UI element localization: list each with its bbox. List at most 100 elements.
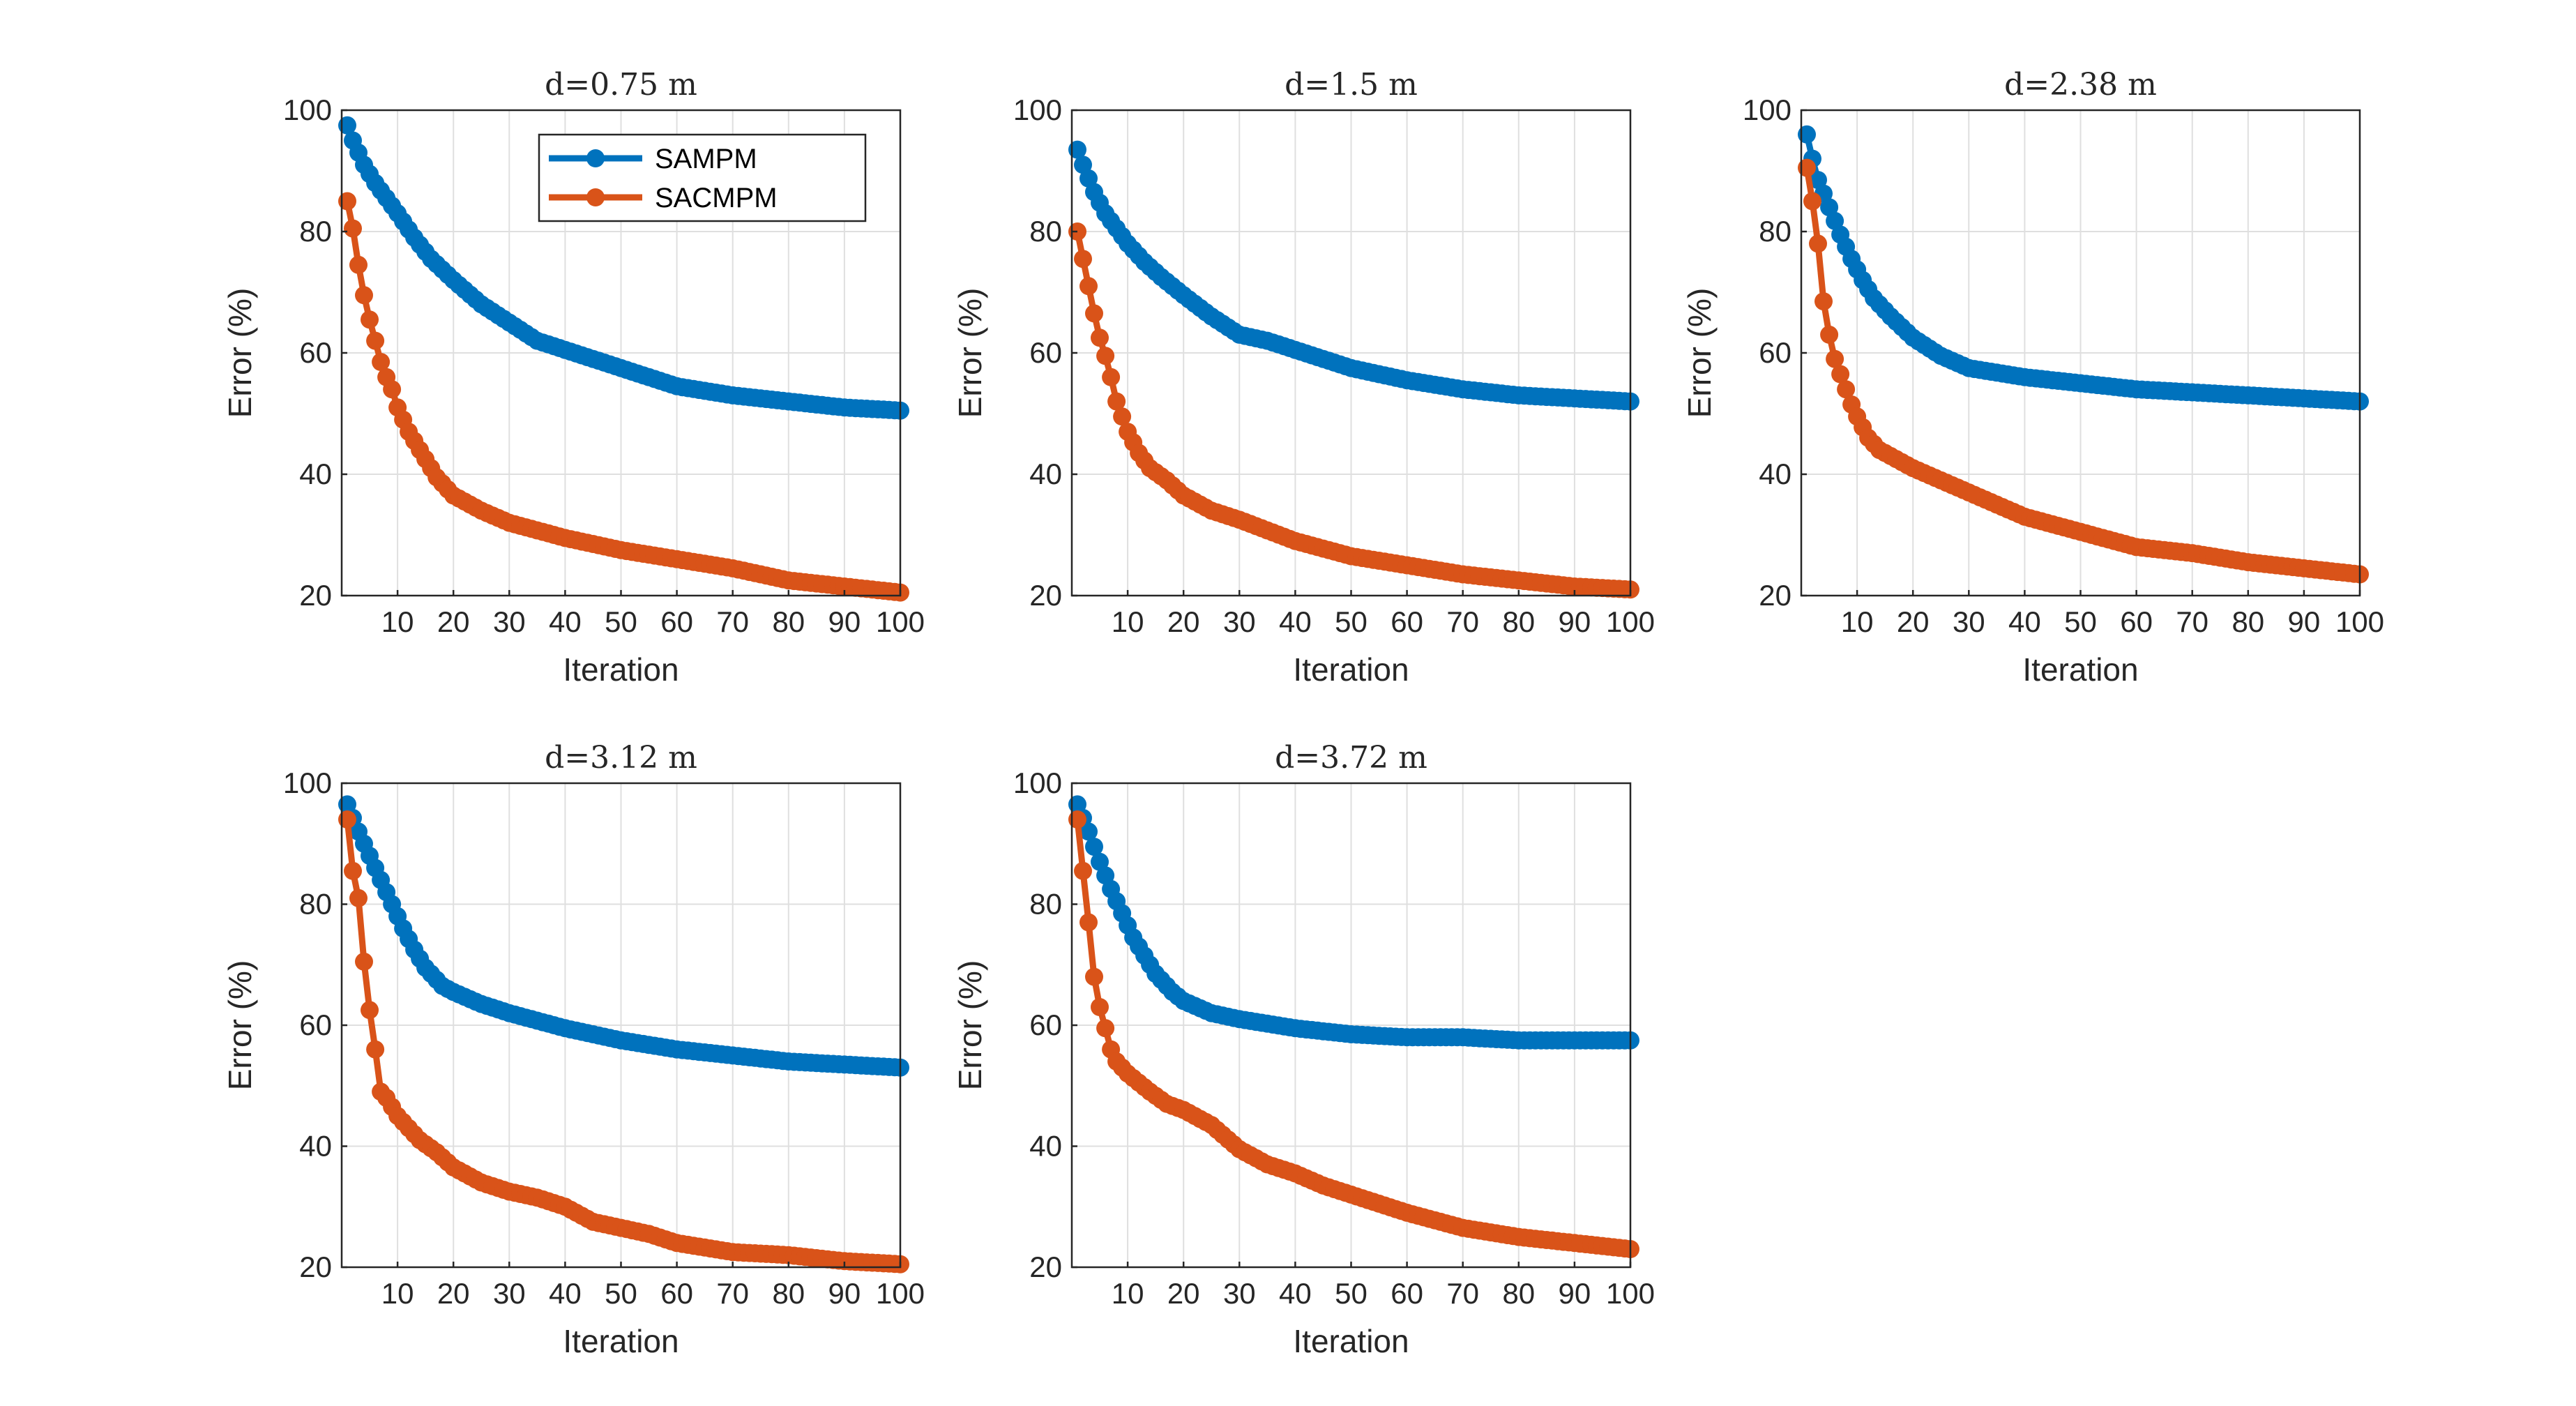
data-point-sacmpm — [1091, 328, 1109, 347]
x-tick-label: 30 — [493, 605, 526, 638]
x-tick-label: 60 — [1391, 1277, 1423, 1310]
y-tick-label: 40 — [299, 1130, 332, 1163]
data-point-sampm — [1079, 169, 1098, 188]
data-point-sacmpm — [1809, 234, 1827, 253]
y-tick-label: 80 — [1029, 888, 1062, 921]
x-tick-label: 10 — [381, 1277, 414, 1310]
x-tick-label: 60 — [660, 605, 693, 638]
x-tick-label: 40 — [1279, 1277, 1312, 1310]
x-tick-label: 60 — [1391, 605, 1423, 638]
y-tick-label: 40 — [1759, 458, 1791, 490]
subplot-title: d=0.75 m — [545, 67, 697, 103]
x-tick-label: 20 — [1167, 1277, 1200, 1310]
data-point-sacmpm — [1798, 158, 1816, 177]
x-tick-label: 50 — [605, 1277, 637, 1310]
x-tick-label: 50 — [1335, 1277, 1367, 1310]
data-point-sacmpm — [1091, 998, 1109, 1016]
y-tick-label: 60 — [1759, 336, 1791, 369]
x-tick-label: 40 — [549, 605, 582, 638]
data-point-sacmpm — [1837, 380, 1856, 399]
data-point-sacmpm — [372, 353, 391, 371]
x-tick-label: 80 — [1502, 1277, 1535, 1310]
x-tick-label: 40 — [549, 1277, 582, 1310]
x-tick-label: 30 — [1953, 605, 1985, 638]
legend-swatch-marker — [586, 188, 605, 206]
x-tick-label: 70 — [1446, 1277, 1479, 1310]
x-tick-label: 10 — [1841, 605, 1874, 638]
x-tick-label: 80 — [772, 1277, 805, 1310]
x-tick-label: 20 — [1167, 605, 1200, 638]
y-axis-label: Error (%) — [952, 288, 988, 418]
x-axis-label: Iteration — [1293, 651, 1409, 688]
data-point-sampm — [338, 795, 356, 814]
x-tick-label: 50 — [2064, 605, 2097, 638]
data-point-sacmpm — [1102, 368, 1121, 386]
y-tick-label: 60 — [1029, 336, 1062, 369]
y-tick-label: 40 — [1029, 1130, 1062, 1163]
data-point-sacmpm — [1113, 407, 1132, 426]
data-point-sampm — [1809, 171, 1827, 190]
data-point-sampm — [1079, 822, 1098, 841]
y-tick-label: 100 — [1013, 93, 1062, 126]
x-tick-label: 100 — [1606, 605, 1655, 638]
x-tick-label: 50 — [605, 605, 637, 638]
y-tick-label: 80 — [1029, 215, 1062, 248]
data-point-sacmpm — [1074, 861, 1092, 880]
x-tick-label: 20 — [437, 1277, 470, 1310]
data-point-sacmpm — [1085, 304, 1103, 323]
data-point-sacmpm — [1803, 192, 1821, 211]
x-tick-label: 90 — [1559, 605, 1591, 638]
x-tick-label: 70 — [716, 605, 749, 638]
x-tick-label: 70 — [2176, 605, 2208, 638]
y-tick-label: 20 — [1759, 579, 1791, 612]
data-point-sacmpm — [349, 889, 368, 907]
x-tick-label: 40 — [1279, 605, 1312, 638]
x-tick-label: 20 — [437, 605, 470, 638]
x-tick-label: 30 — [1223, 605, 1256, 638]
subplot-title: d=1.5 m — [1285, 67, 1418, 103]
y-axis-label: Error (%) — [1681, 288, 1718, 418]
y-tick-label: 80 — [299, 888, 332, 921]
data-point-sampm — [1068, 140, 1086, 159]
x-axis-label: Iteration — [1293, 1323, 1409, 1359]
x-tick-label: 100 — [1606, 1277, 1655, 1310]
data-point-sacmpm — [349, 255, 368, 274]
y-axis-label: Error (%) — [222, 288, 258, 418]
legend: SAMPM SACMPM — [538, 133, 867, 222]
data-point-sacmpm — [366, 1040, 385, 1059]
x-axis-label: Iteration — [2022, 651, 2138, 688]
data-point-sacmpm — [344, 861, 362, 880]
data-point-sampm — [1820, 198, 1839, 217]
subplot-3: 10 20 30 40 50 60 70 80 90 100 20 40 60 80 100 d=2.38 m… — [1681, 67, 2384, 688]
data-point-sacmpm — [1068, 810, 1086, 829]
data-point-sampm — [338, 116, 356, 135]
data-point-sampm — [1826, 211, 1844, 230]
x-tick-label: 70 — [1446, 605, 1479, 638]
data-point-sampm — [1096, 866, 1115, 885]
data-point-sacmpm — [1085, 967, 1103, 986]
data-point-sacmpm — [1814, 292, 1833, 311]
data-point-sacmpm — [366, 331, 385, 350]
y-tick-label: 60 — [1029, 1008, 1062, 1041]
x-tick-label: 20 — [1897, 605, 1930, 638]
y-tick-label: 20 — [299, 1250, 332, 1283]
data-point-sampm — [1798, 125, 1816, 144]
x-tick-label: 10 — [381, 605, 414, 638]
x-tick-label: 90 — [828, 605, 861, 638]
legend-label: SAMPM — [655, 144, 757, 174]
data-point-sampm — [1074, 156, 1092, 174]
subplot-2: 10 20 30 40 50 60 70 80 90 100 20 40 60 80 100 d=1.5 m I… — [952, 67, 1655, 688]
data-point-sacmpm — [361, 1001, 379, 1020]
x-tick-label: 100 — [876, 1277, 925, 1310]
data-point-sacmpm — [355, 952, 373, 971]
y-axis-label: Error (%) — [222, 960, 258, 1091]
x-tick-label: 70 — [716, 1277, 749, 1310]
x-tick-label: 100 — [2335, 605, 2384, 638]
x-tick-label: 60 — [660, 1277, 693, 1310]
y-tick-label: 40 — [1029, 458, 1062, 490]
x-tick-label: 80 — [772, 605, 805, 638]
y-tick-label: 100 — [1013, 766, 1062, 799]
data-point-sacmpm — [361, 310, 379, 329]
data-point-sacmpm — [1820, 325, 1839, 344]
